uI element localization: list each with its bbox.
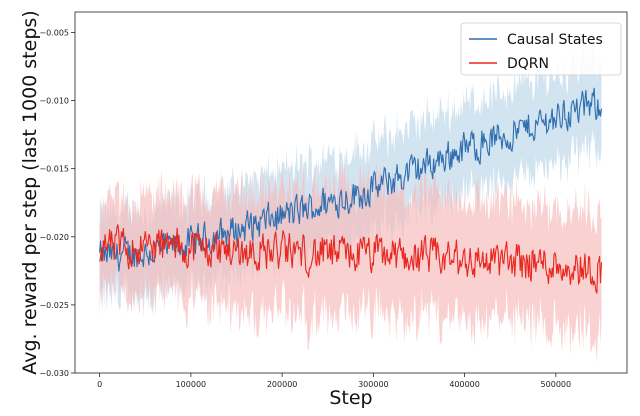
y-tick-label: −0.005 <box>39 28 69 37</box>
legend: Causal States DQRN <box>460 22 622 76</box>
x-tick-label: 200000 <box>267 380 298 389</box>
x-tick-label: 300000 <box>358 380 389 389</box>
y-tick-label: −0.015 <box>39 165 69 174</box>
x-tick-label: 500000 <box>541 380 572 389</box>
y-tick-label: −0.020 <box>39 233 69 242</box>
x-axis-title: Step <box>329 387 372 409</box>
x-tick-label: 0 <box>97 380 102 389</box>
series-lines <box>99 87 603 295</box>
legend-box <box>460 22 622 76</box>
x-axis-ticks: 0 100000 200000 300000 400000 500000 <box>97 373 571 389</box>
confidence-bands <box>99 33 602 364</box>
y-axis-ticks: −0.030 −0.025 −0.020 −0.015 −0.010 −0.005 <box>39 28 75 378</box>
x-tick-label: 100000 <box>176 380 207 389</box>
y-tick-label: −0.030 <box>39 369 69 378</box>
y-axis-title: Avg. reward per step (last 1000 steps) <box>19 10 41 374</box>
y-tick-label: −0.010 <box>39 97 69 106</box>
series-line-causal-states <box>99 87 603 272</box>
plot-frame <box>74 11 628 374</box>
y-tick-label: −0.025 <box>39 301 69 310</box>
x-tick-label: 400000 <box>449 380 480 389</box>
legend-label-causal-states: Causal States <box>507 32 603 48</box>
legend-label-dqrn: DQRN <box>507 56 549 72</box>
series-line-dqrn <box>99 224 603 295</box>
band-dqrn <box>99 159 602 364</box>
